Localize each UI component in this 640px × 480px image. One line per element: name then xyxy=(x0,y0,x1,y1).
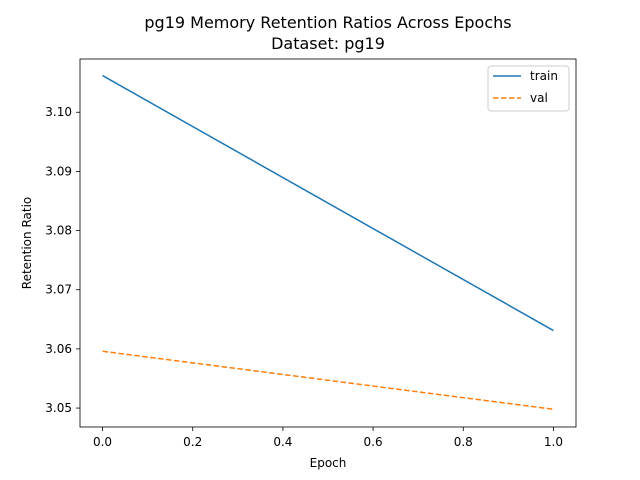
x-tick-label: 0.0 xyxy=(93,435,112,449)
x-tick-label: 1.0 xyxy=(544,435,563,449)
x-axis-ticks: 0.0 0.2 0.4 0.6 0.8 1.0 xyxy=(93,427,563,449)
y-axis-label: Retention Ratio xyxy=(20,197,34,289)
y-tick-label: 3.09 xyxy=(45,164,72,178)
y-tick-label: 3.10 xyxy=(45,105,72,119)
chart-title: pg19 Memory Retention Ratios Across Epoc… xyxy=(144,13,511,32)
legend-box xyxy=(487,65,570,112)
x-tick-label: 0.8 xyxy=(454,435,473,449)
x-tick-label: 0.2 xyxy=(183,435,202,449)
x-tick-label: 0.6 xyxy=(364,435,383,449)
legend-label-train: train xyxy=(530,69,558,83)
x-axis-label: Epoch xyxy=(310,456,347,470)
y-tick-label: 3.05 xyxy=(45,401,72,415)
axes-frame xyxy=(79,58,577,428)
series-line-train xyxy=(102,74,554,332)
series-lines xyxy=(102,74,554,410)
chart-subtitle: Dataset: pg19 xyxy=(271,34,385,53)
y-tick-label: 3.08 xyxy=(45,224,72,238)
series-line-val xyxy=(102,350,554,410)
legend: train val xyxy=(487,65,570,112)
y-axis-ticks: 3.05 3.06 3.07 3.08 3.09 3.10 xyxy=(45,105,80,415)
y-tick-label: 3.07 xyxy=(45,283,72,297)
legend-label-val: val xyxy=(530,91,548,105)
y-tick-label: 3.06 xyxy=(45,342,72,356)
x-tick-label: 0.4 xyxy=(273,435,292,449)
